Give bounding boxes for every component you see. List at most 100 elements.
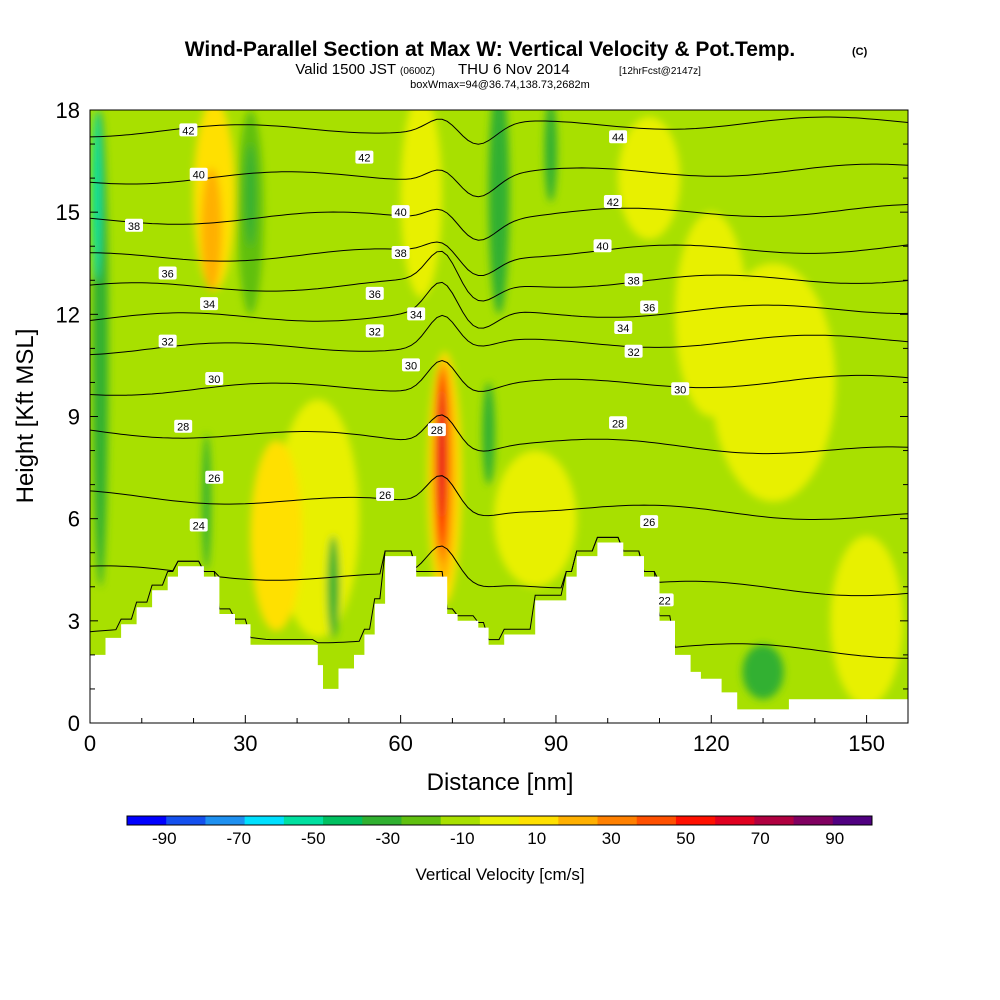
theta-contours xyxy=(90,116,908,659)
colorbar-tick-label: 90 xyxy=(825,829,844,848)
x-tick-label: 30 xyxy=(233,731,257,756)
colorbar-segment xyxy=(479,816,520,825)
colorbar-segment xyxy=(636,816,677,825)
svg-text:28: 28 xyxy=(177,422,189,434)
contour-label: 42 xyxy=(179,123,198,137)
colorbar-tick-label: 30 xyxy=(602,829,621,848)
colorbar-tick-label: -30 xyxy=(375,829,400,848)
velocity-area xyxy=(618,116,681,240)
contour-label: 24 xyxy=(189,518,208,532)
contour-label: 34 xyxy=(200,297,219,311)
x-tick-label: 90 xyxy=(544,731,568,756)
title-tag: (C) xyxy=(852,46,868,58)
svg-text:38: 38 xyxy=(627,275,639,287)
velocity-area xyxy=(488,110,510,315)
colorbar-segment xyxy=(362,816,402,825)
svg-text:30: 30 xyxy=(405,360,417,372)
theta-contour-line xyxy=(90,359,908,396)
contour-label: 40 xyxy=(391,205,410,219)
colorbar-segment xyxy=(166,816,206,825)
contour-label: 36 xyxy=(640,300,659,315)
velocity-area xyxy=(438,389,445,519)
contour-label: 28 xyxy=(609,416,628,430)
velocity-area xyxy=(400,110,443,298)
y-tick-label: 9 xyxy=(68,405,80,430)
x-tick-label: 0 xyxy=(84,731,96,756)
colorbar-segment xyxy=(675,816,716,825)
subtitle-valid: Valid 1500 JST xyxy=(295,61,396,78)
contour-label: 40 xyxy=(593,239,612,253)
colorbar-segment xyxy=(323,816,363,825)
theta-contour-line xyxy=(90,536,908,597)
contour-label: 22 xyxy=(655,593,674,607)
contour-label: 38 xyxy=(125,218,144,233)
contour-label: 26 xyxy=(376,487,395,502)
colorbar-frame xyxy=(126,815,873,826)
velocity-area xyxy=(202,433,211,570)
colorbar-segment xyxy=(793,816,834,825)
velocity-area xyxy=(92,110,102,281)
contour-label: 26 xyxy=(640,515,659,529)
colorbar-label: Vertical Velocity [cm/s] xyxy=(415,865,584,884)
colorbar-segment xyxy=(440,816,481,825)
svg-text:22: 22 xyxy=(659,595,671,607)
colorbar-tick-label: 10 xyxy=(527,829,546,848)
colorbar: -90 -70 -50 -30 -10 10 30 50 70 90 xyxy=(126,815,873,848)
theta-contour-line xyxy=(90,314,908,356)
colorbar-segment xyxy=(519,816,559,825)
subtitle-utc: (0600Z) xyxy=(400,66,435,77)
svg-text:34: 34 xyxy=(617,323,629,335)
colorbar-segment xyxy=(127,816,167,825)
velocity-area xyxy=(201,167,223,291)
contour-label: 34 xyxy=(614,320,633,335)
contour-label: 28 xyxy=(174,419,193,434)
contour-label: 30 xyxy=(671,382,690,396)
colorbar-tick-label: 50 xyxy=(676,829,695,848)
contour-label: 44 xyxy=(609,130,628,144)
y-tick-label: 6 xyxy=(68,507,80,532)
svg-text:42: 42 xyxy=(358,153,370,165)
theta-contour-line xyxy=(90,414,908,455)
theta-contour-line xyxy=(90,163,908,198)
contour-label: 38 xyxy=(624,273,643,287)
svg-text:36: 36 xyxy=(369,289,381,301)
svg-text:24: 24 xyxy=(193,520,205,532)
contour-label: 42 xyxy=(355,150,374,165)
subtitle: Valid 1500 JST (0600Z) THU 6 Nov 2014 [1… xyxy=(295,61,701,78)
svg-text:28: 28 xyxy=(431,425,443,437)
y-tick-label: 3 xyxy=(68,609,80,634)
subtitle-forecast: [12hrFcst@2147z] xyxy=(619,66,701,77)
x-axis: 0 30 60 90 120 150 xyxy=(84,715,885,756)
svg-text:34: 34 xyxy=(203,299,215,311)
contour-label: 36 xyxy=(158,266,177,280)
contour-label: 28 xyxy=(427,423,446,437)
contour-label: 32 xyxy=(365,324,384,338)
contour-labels: 42 40 38 36 34 32 30 28 26 24 42 40 38 36 34 32 30 28 26 44… xyxy=(125,123,690,607)
svg-text:40: 40 xyxy=(395,207,407,219)
y-tick-label: 12 xyxy=(56,302,80,327)
y-tick-label: 15 xyxy=(56,200,80,225)
contour-label: 32 xyxy=(158,334,177,349)
colorbar-tick-label: -10 xyxy=(450,829,475,848)
colorbar-tick-label: -70 xyxy=(226,829,251,848)
svg-text:32: 32 xyxy=(162,337,174,349)
colorbar-tick-label: -90 xyxy=(152,829,177,848)
svg-text:32: 32 xyxy=(627,347,639,359)
velocity-area xyxy=(742,644,784,700)
svg-text:38: 38 xyxy=(395,248,407,260)
colorbar-segment xyxy=(283,816,324,825)
contour-label: 30 xyxy=(401,358,420,372)
colorbar-segment xyxy=(401,816,442,825)
theta-contour-line xyxy=(90,536,908,659)
svg-text:26: 26 xyxy=(208,473,220,485)
velocity-area xyxy=(544,110,557,202)
theta-contour-line xyxy=(90,475,908,520)
colorbar-segment xyxy=(715,816,755,825)
svg-text:34: 34 xyxy=(410,309,422,321)
theta-contour-line xyxy=(90,250,908,302)
y-axis-label: Height [Kft MSL] xyxy=(12,329,39,504)
contour-label: 42 xyxy=(603,194,622,209)
y-tick-label: 18 xyxy=(56,98,80,123)
